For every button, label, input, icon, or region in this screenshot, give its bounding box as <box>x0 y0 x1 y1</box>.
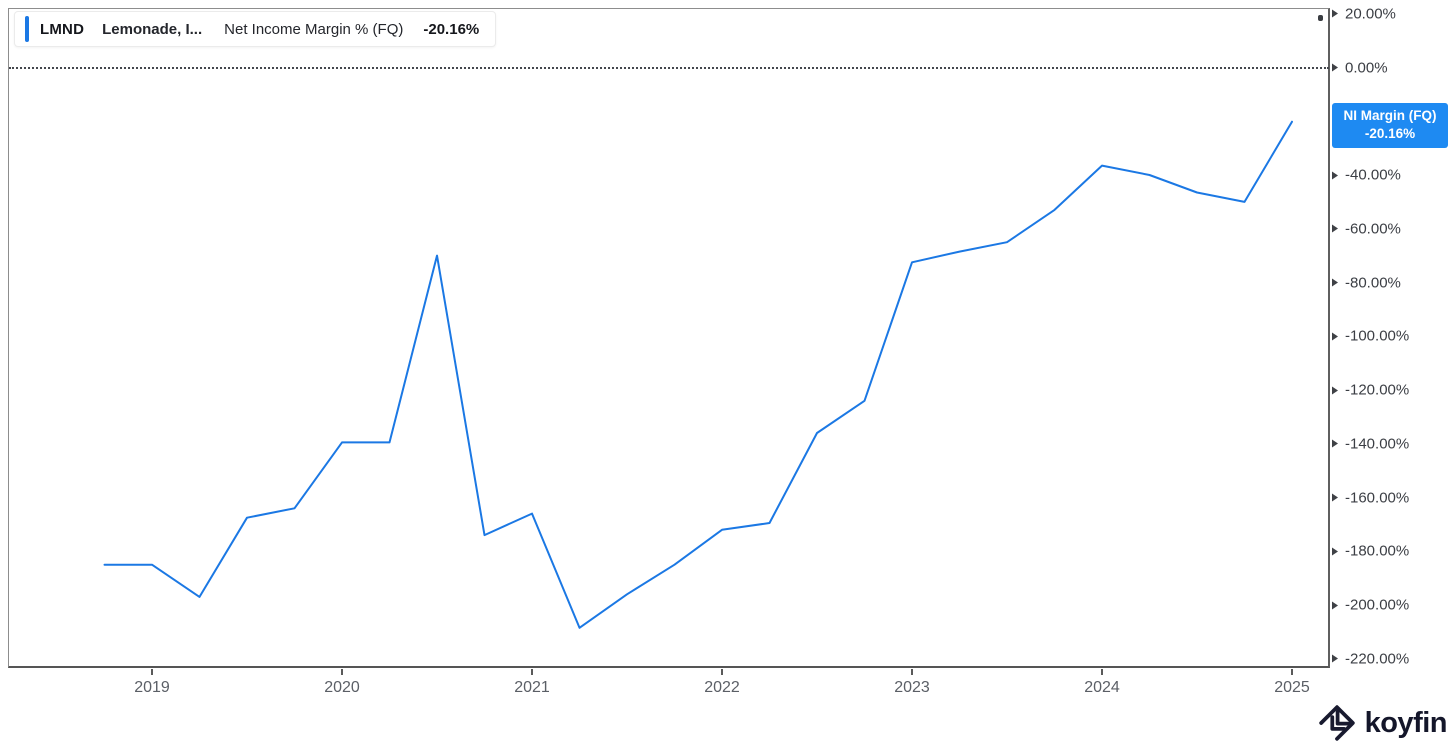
tick-arrow-icon <box>1332 493 1338 502</box>
y-axis-tick: -40.00% <box>1332 167 1401 184</box>
tick-arrow-icon <box>1332 601 1338 609</box>
x-axis-label: 2022 <box>704 679 740 696</box>
y-axis-label: 20.00% <box>1345 5 1396 23</box>
x-axis-label: 2021 <box>514 679 550 696</box>
y-axis-label: -100.00% <box>1345 327 1410 345</box>
cursor-artifact-dot <box>1318 15 1323 21</box>
x-axis-tick <box>151 669 153 675</box>
x-axis-tick <box>911 669 913 675</box>
ticker-symbol: LMND <box>40 20 85 38</box>
tick-arrow-icon <box>1332 386 1338 394</box>
y-axis-tick: -200.00% <box>1332 597 1409 614</box>
y-axis-tick: -60.00% <box>1332 220 1401 237</box>
company-name: Lemonade, I... <box>102 20 203 38</box>
y-axis-tick: 0.00% <box>1332 59 1388 76</box>
badge-metric-label: NI Margin (FQ) <box>1343 108 1437 123</box>
x-axis-label: 2020 <box>324 679 360 696</box>
y-axis-tick: 20.00% <box>1332 5 1396 22</box>
y-axis-tick: -180.00% <box>1332 543 1409 560</box>
x-axis-tick <box>1101 669 1103 675</box>
legend[interactable]: LMND Lemonade, I... Net Income Margin % … <box>14 11 497 47</box>
last-value-badge[interactable]: NI Margin (FQ) -20.16% <box>1332 103 1448 148</box>
series-color-bar <box>25 16 29 42</box>
x-axis-label: 2025 <box>1274 679 1310 696</box>
y-axis-label: -120.00% <box>1345 381 1410 399</box>
koyfin-logo-icon <box>1318 705 1355 741</box>
tick-arrow-icon <box>1332 439 1338 448</box>
tick-arrow-icon <box>1332 171 1338 179</box>
tick-arrow-icon <box>1332 63 1338 72</box>
y-axis-label: -220.00% <box>1345 650 1410 668</box>
zero-gridline <box>9 67 1329 69</box>
y-axis-label: -60.00% <box>1345 220 1401 238</box>
plot-area[interactable] <box>8 8 1330 668</box>
x-axis-tick <box>1291 669 1293 675</box>
y-axis-label: -160.00% <box>1345 489 1410 506</box>
koyfin-logo-text: koyfin <box>1364 706 1448 739</box>
tick-arrow-icon <box>1332 278 1338 287</box>
x-axis-label: 2019 <box>134 679 170 696</box>
y-axis-tick: -100.00% <box>1332 328 1409 345</box>
x-axis-tick <box>341 669 343 675</box>
x-axis-tick <box>721 669 723 675</box>
metric-value: -20.16% <box>423 20 480 38</box>
tick-arrow-icon <box>1332 224 1338 233</box>
tick-arrow-icon <box>1332 547 1338 556</box>
y-axis-label: 0.00% <box>1345 59 1388 76</box>
y-axis-label: -140.00% <box>1345 435 1410 453</box>
tick-arrow-icon <box>1332 9 1338 18</box>
y-axis-tick: -120.00% <box>1332 382 1409 399</box>
x-axis-label: 2023 <box>894 679 930 696</box>
y-axis-tick: -140.00% <box>1332 435 1409 452</box>
y-axis-label: -200.00% <box>1345 596 1410 614</box>
y-axis-tick: -80.00% <box>1332 274 1401 291</box>
badge-value: -20.16% <box>1364 125 1416 141</box>
y-axis-label: -180.00% <box>1345 542 1410 560</box>
x-axis-label: 2024 <box>1084 679 1120 696</box>
tick-arrow-icon <box>1332 332 1338 341</box>
y-axis-tick: -160.00% <box>1332 489 1409 506</box>
tick-arrow-icon <box>1332 654 1338 663</box>
y-axis-label: -80.00% <box>1345 274 1401 291</box>
koyfin-watermark[interactable]: koyfin <box>1317 703 1448 743</box>
y-axis-label: -40.00% <box>1345 166 1401 184</box>
metric-name: Net Income Margin % (FQ) <box>224 20 404 38</box>
x-axis-tick <box>531 669 533 675</box>
y-axis-tick: -220.00% <box>1332 650 1409 667</box>
